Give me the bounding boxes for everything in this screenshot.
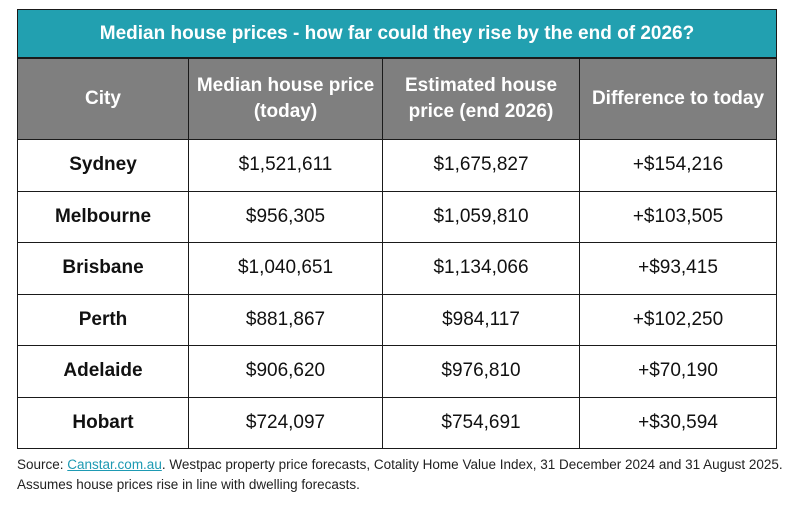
median-today-cell: $724,097 (188, 396, 383, 449)
city-cell: Brisbane (17, 242, 189, 295)
difference-cell: +$93,415 (579, 242, 777, 295)
price-table: City Median house price (today) Estimate… (17, 58, 777, 449)
city-cell: Melbourne (17, 190, 189, 243)
median-today-cell: $1,521,611 (188, 139, 383, 192)
median-today-cell: $906,620 (188, 345, 383, 398)
estimated-2026-cell: $754,691 (382, 396, 580, 449)
column-header-estimated-2026: Estimated house price (end 2026) (382, 58, 580, 140)
city-cell: Perth (17, 293, 189, 346)
difference-cell: +$103,505 (579, 190, 777, 243)
city-cell: Adelaide (17, 345, 189, 398)
table-row: Hobart $724,097 $754,691 +$30,594 (17, 396, 777, 449)
column-header-difference: Difference to today (579, 58, 777, 140)
table-row: Adelaide $906,620 $976,810 +$70,190 (17, 345, 777, 398)
difference-cell: +$102,250 (579, 293, 777, 346)
difference-cell: +$70,190 (579, 345, 777, 398)
table-row: Melbourne $956,305 $1,059,810 +$103,505 (17, 190, 777, 243)
estimated-2026-cell: $984,117 (382, 293, 580, 346)
difference-cell: +$154,216 (579, 139, 777, 192)
source-text: . Westpac property price forecasts, Cota… (17, 457, 783, 492)
price-table-card: Median house prices - how far could they… (17, 9, 777, 449)
source-link[interactable]: Canstar.com.au (67, 457, 162, 472)
median-today-cell: $1,040,651 (188, 242, 383, 295)
source-note: Source: Canstar.com.au. Westpac property… (17, 455, 787, 495)
table-row: Brisbane $1,040,651 $1,134,066 +$93,415 (17, 242, 777, 295)
estimated-2026-cell: $976,810 (382, 345, 580, 398)
median-today-cell: $956,305 (188, 190, 383, 243)
column-header-median-today: Median house price (today) (188, 58, 383, 140)
estimated-2026-cell: $1,059,810 (382, 190, 580, 243)
table-row: Perth $881,867 $984,117 +$102,250 (17, 293, 777, 346)
difference-cell: +$30,594 (579, 396, 777, 449)
source-prefix: Source: (17, 457, 68, 472)
city-cell: Sydney (17, 139, 189, 192)
table-row: Sydney $1,521,611 $1,675,827 +$154,216 (17, 139, 777, 192)
table-title: Median house prices - how far could they… (17, 9, 777, 58)
estimated-2026-cell: $1,675,827 (382, 139, 580, 192)
column-header-city: City (17, 58, 189, 140)
table-header-row: City Median house price (today) Estimate… (17, 58, 777, 140)
estimated-2026-cell: $1,134,066 (382, 242, 580, 295)
city-cell: Hobart (17, 396, 189, 449)
median-today-cell: $881,867 (188, 293, 383, 346)
